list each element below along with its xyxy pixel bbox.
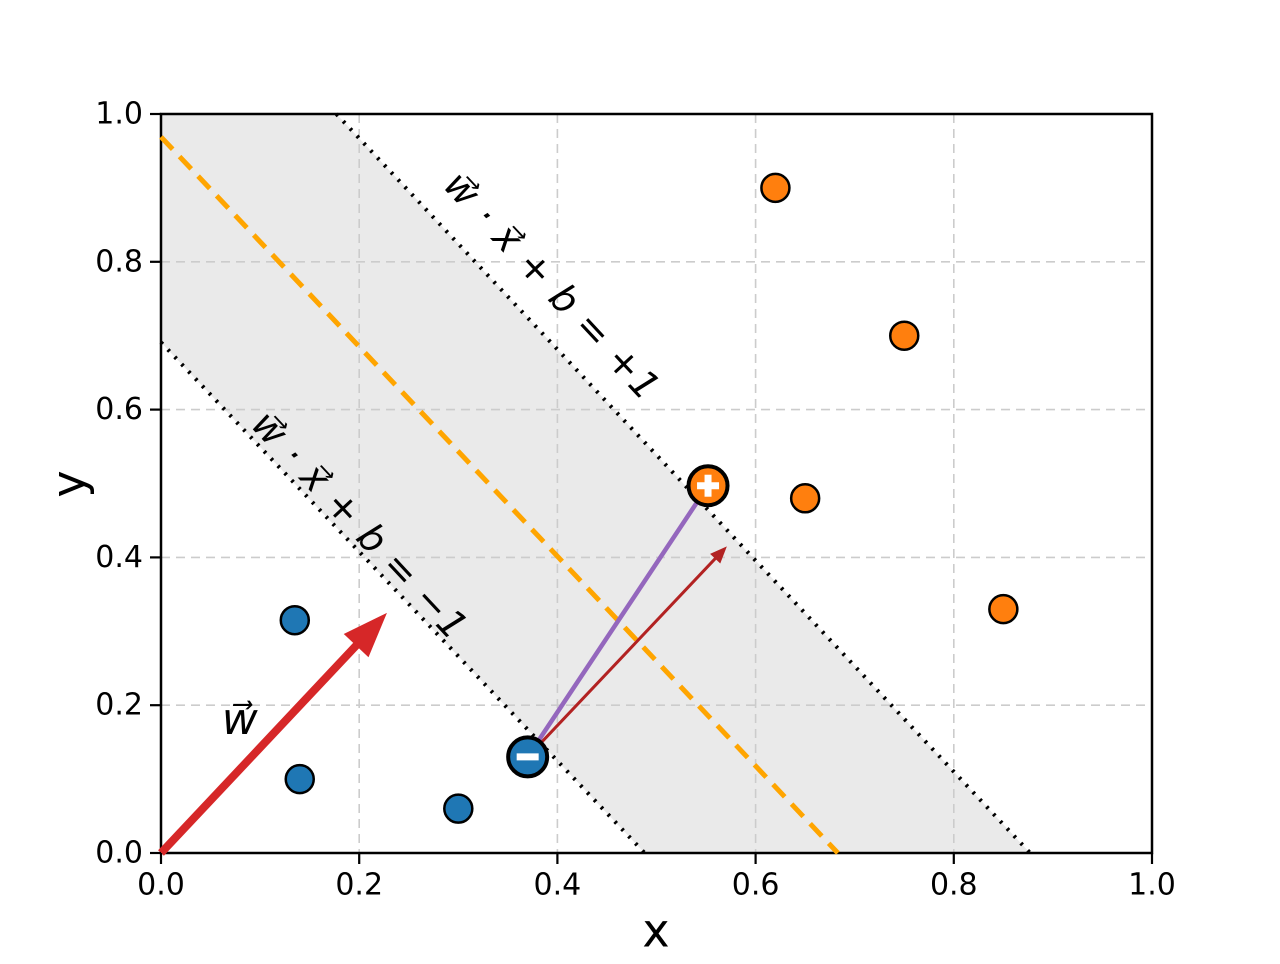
support-vector-layer — [506, 464, 730, 779]
y-tick-label: 0.4 — [95, 540, 143, 575]
x-tick-label: 0.4 — [534, 868, 582, 903]
weight-vector-arrow-shaft — [158, 641, 361, 856]
axis-ticks-layer: 0.0 0.2 0.4 0.6 0.8 1.0 0.0 0.2 0.4 0.6 0.8 1.0 — [95, 97, 1176, 903]
gridline-layer — [161, 114, 1152, 853]
y-tick-label: 0.2 — [95, 688, 143, 723]
data-point-positive-class — [789, 483, 821, 514]
data-point-positive-class — [988, 593, 1019, 625]
x-axis-label: x — [642, 904, 669, 958]
weight-vector-arrow-head — [343, 612, 387, 658]
data-point-negative-class — [279, 604, 311, 636]
y-tick-label: 0.0 — [95, 836, 143, 871]
data-point-positive-class — [760, 172, 791, 204]
margin-width-arrow — [526, 546, 727, 758]
data-point-negative-class — [284, 763, 315, 795]
margin-width-arrow-shaft — [526, 556, 718, 758]
connector-layer — [525, 484, 710, 759]
y-tick-label: 0.6 — [95, 392, 143, 427]
x-tick-label: 0.8 — [930, 868, 978, 903]
weight-vector-label: w⃗ — [222, 694, 259, 745]
margin-width-arrow-head — [710, 546, 727, 564]
y-tick-label: 0.8 — [95, 244, 143, 279]
decision-boundary — [159, 135, 840, 855]
weight-vector-arrow — [158, 612, 387, 856]
data-point-positive-class — [889, 320, 920, 351]
negative-support-vector — [506, 735, 550, 779]
arrow-layer — [158, 546, 727, 856]
data-point-negative-class — [443, 793, 474, 824]
data-points-layer — [279, 172, 1019, 824]
x-tick-label: 0.2 — [335, 868, 383, 903]
margin-band-layer — [161, 114, 1031, 853]
support-vector-connector — [525, 484, 710, 759]
boundary-lines-layer — [159, 112, 1032, 855]
plot-border — [159, 112, 1154, 855]
x-tick-label: 1.0 — [1128, 868, 1176, 903]
x-tick-label: 0.0 — [137, 868, 185, 903]
y-tick-label: 1.0 — [95, 97, 143, 132]
margin-line-minus-one — [159, 340, 647, 855]
x-tick-label: 0.6 — [732, 868, 780, 903]
margin-band — [161, 114, 1031, 853]
y-axis-label: y — [42, 470, 96, 497]
positive-support-vector — [686, 464, 730, 508]
